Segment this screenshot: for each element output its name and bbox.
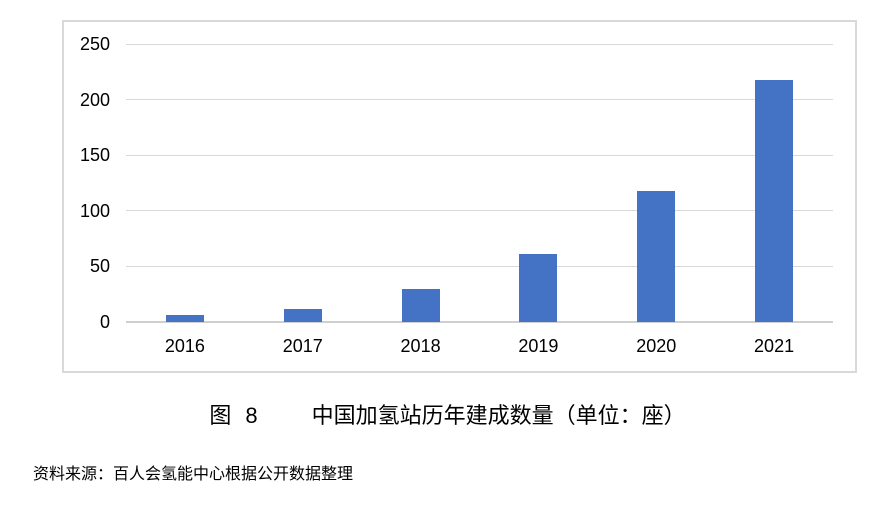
y-axis-tick-label: 150 xyxy=(79,145,110,166)
y-axis-tick-label: 100 xyxy=(79,200,110,221)
x-axis-label-2016: 2016 xyxy=(164,336,205,356)
bar-chart-frame: 0 50 100 150 200 250 2016 2017 2018 2019 2020 2021 xyxy=(62,20,857,373)
bar-2019 xyxy=(519,254,558,322)
x-axis-label-2019: 2019 xyxy=(518,336,559,356)
gridline xyxy=(126,154,833,156)
x-axis-label-2018: 2018 xyxy=(400,336,441,356)
gridline xyxy=(126,265,833,267)
figure-number: 图 8 xyxy=(209,403,258,428)
figure-caption: 图 8 中国加氢站历年建成数量（单位：座） xyxy=(0,401,895,431)
x-axis-line xyxy=(126,321,833,323)
figure-title: 中国加氢站历年建成数量（单位：座） xyxy=(311,403,686,428)
gridline xyxy=(126,43,833,45)
y-axis-tick-label: 250 xyxy=(79,34,110,54)
x-axis-label-2017: 2017 xyxy=(282,336,323,356)
bar-2017 xyxy=(283,308,322,322)
y-axis-tick-label: 200 xyxy=(79,89,110,110)
bar-2018 xyxy=(401,288,440,322)
bar-2020 xyxy=(637,190,676,322)
gridline xyxy=(126,99,833,101)
bar-2021 xyxy=(755,79,794,322)
x-axis-label-2021: 2021 xyxy=(754,336,795,356)
y-axis-tick-label: 50 xyxy=(89,256,110,277)
source-note: 资料来源：百人会氢能中心根据公开数据整理 xyxy=(33,466,354,483)
x-axis-label-2020: 2020 xyxy=(636,336,677,356)
gridline xyxy=(126,210,833,212)
bar-2016 xyxy=(165,315,204,322)
y-axis-tick-label: 0 xyxy=(99,312,110,332)
